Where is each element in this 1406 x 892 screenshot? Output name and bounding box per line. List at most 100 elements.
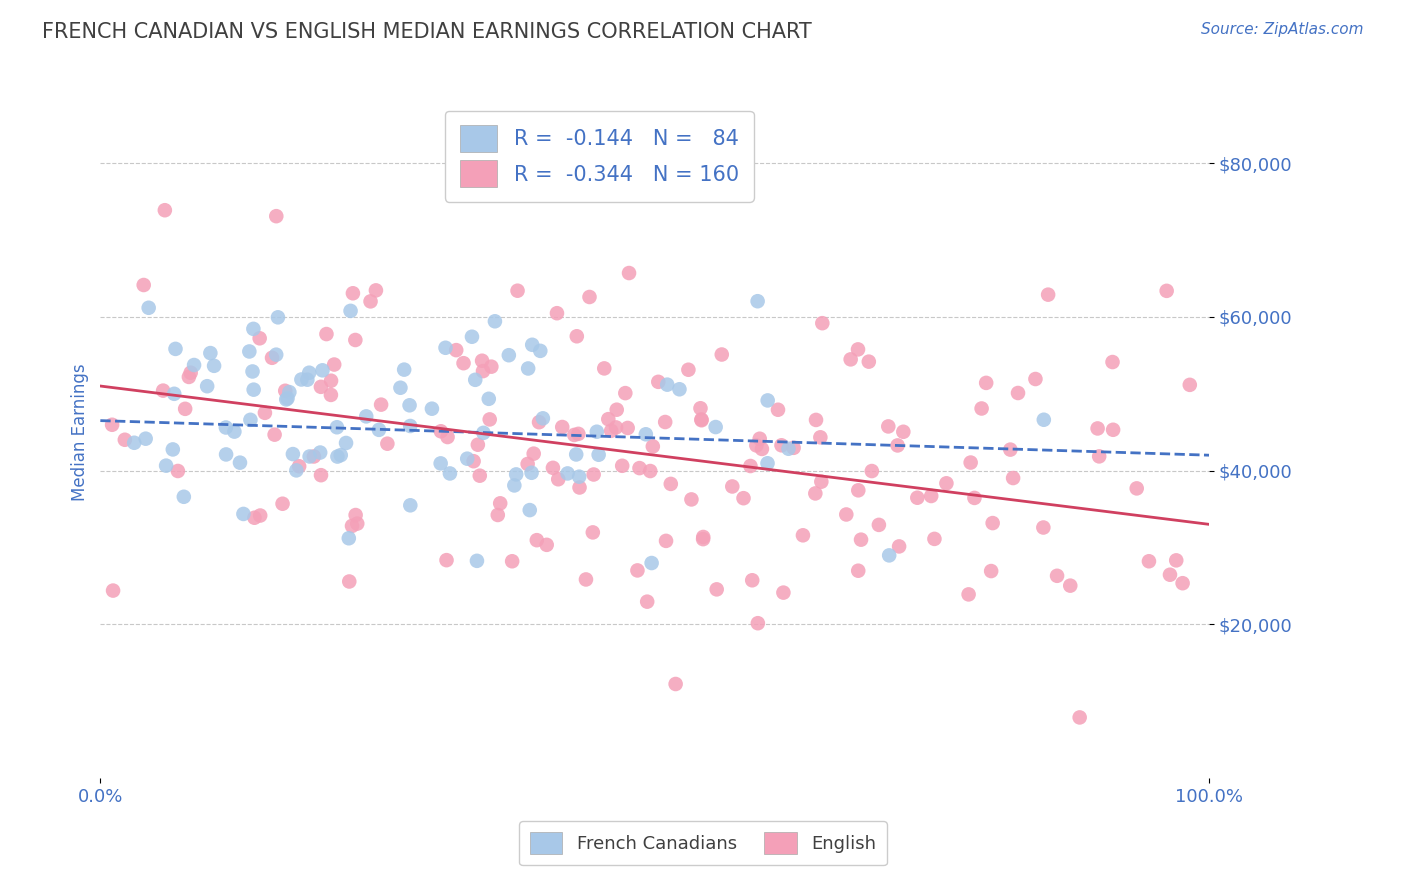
Point bbox=[638, 464, 661, 478]
Point bbox=[319, 388, 342, 402]
Point bbox=[177, 370, 200, 384]
Point bbox=[242, 383, 264, 397]
Point bbox=[657, 377, 679, 392]
Point bbox=[434, 341, 457, 355]
Point bbox=[183, 358, 205, 372]
Point bbox=[547, 472, 569, 486]
Point bbox=[575, 573, 598, 587]
Point bbox=[766, 402, 789, 417]
Legend: R =  -0.144   N =   84, R =  -0.344   N = 160: R = -0.144 N = 84, R = -0.344 N = 160 bbox=[446, 111, 754, 202]
Point bbox=[465, 554, 488, 568]
Point bbox=[891, 425, 914, 439]
Point bbox=[311, 363, 333, 377]
Point bbox=[319, 374, 342, 388]
Point bbox=[1087, 421, 1109, 435]
Point bbox=[461, 330, 484, 344]
Point bbox=[706, 582, 728, 597]
Point bbox=[636, 595, 658, 609]
Point bbox=[101, 417, 124, 432]
Point bbox=[503, 478, 526, 492]
Point bbox=[436, 553, 458, 567]
Point bbox=[617, 266, 640, 280]
Point bbox=[215, 420, 238, 434]
Point bbox=[486, 508, 509, 522]
Point bbox=[138, 301, 160, 315]
Point bbox=[285, 463, 308, 477]
Point bbox=[678, 363, 700, 377]
Point bbox=[132, 278, 155, 293]
Point bbox=[155, 458, 177, 473]
Point bbox=[101, 583, 124, 598]
Point bbox=[756, 393, 779, 408]
Point bbox=[886, 438, 908, 452]
Point bbox=[467, 438, 489, 452]
Point bbox=[264, 348, 287, 362]
Point bbox=[565, 329, 588, 343]
Point bbox=[439, 467, 461, 481]
Point bbox=[444, 343, 467, 358]
Point bbox=[839, 352, 862, 367]
Point bbox=[370, 398, 392, 412]
Point bbox=[1069, 710, 1091, 724]
Point bbox=[782, 441, 804, 455]
Point bbox=[342, 286, 364, 301]
Point bbox=[436, 430, 458, 444]
Point bbox=[326, 450, 349, 464]
Point bbox=[354, 409, 377, 424]
Point bbox=[180, 366, 202, 380]
Point bbox=[1159, 567, 1181, 582]
Point bbox=[468, 468, 491, 483]
Point bbox=[253, 406, 276, 420]
Point bbox=[165, 342, 187, 356]
Point bbox=[557, 467, 579, 481]
Point bbox=[689, 401, 711, 416]
Point bbox=[562, 428, 585, 442]
Point bbox=[429, 456, 451, 470]
Point bbox=[1024, 372, 1046, 386]
Point bbox=[835, 508, 858, 522]
Point bbox=[505, 467, 527, 482]
Point bbox=[846, 343, 869, 357]
Point bbox=[811, 316, 834, 330]
Point bbox=[478, 412, 501, 426]
Point bbox=[122, 435, 145, 450]
Point bbox=[274, 384, 297, 398]
Y-axis label: Median Earnings: Median Earnings bbox=[72, 363, 89, 501]
Point bbox=[741, 574, 763, 588]
Point bbox=[529, 343, 551, 358]
Point bbox=[1032, 413, 1054, 427]
Point bbox=[585, 425, 607, 439]
Point bbox=[756, 456, 779, 470]
Point bbox=[238, 344, 260, 359]
Point bbox=[479, 359, 502, 374]
Point bbox=[582, 525, 605, 540]
Point bbox=[266, 209, 288, 223]
Point bbox=[368, 423, 391, 437]
Point bbox=[135, 432, 157, 446]
Point bbox=[588, 448, 610, 462]
Point bbox=[974, 376, 997, 390]
Point bbox=[740, 458, 762, 473]
Point bbox=[568, 469, 591, 483]
Point bbox=[887, 540, 910, 554]
Point bbox=[277, 392, 299, 406]
Point bbox=[229, 456, 252, 470]
Point bbox=[522, 338, 544, 352]
Text: Source: ZipAtlas.com: Source: ZipAtlas.com bbox=[1201, 22, 1364, 37]
Point bbox=[163, 386, 186, 401]
Point bbox=[478, 392, 501, 406]
Point bbox=[527, 415, 550, 429]
Point bbox=[546, 306, 568, 320]
Point bbox=[162, 442, 184, 457]
Point bbox=[536, 538, 558, 552]
Point bbox=[249, 508, 271, 523]
Point bbox=[114, 433, 136, 447]
Point bbox=[260, 351, 283, 365]
Point bbox=[721, 479, 744, 493]
Point bbox=[578, 290, 600, 304]
Point bbox=[858, 354, 880, 368]
Point bbox=[751, 442, 773, 456]
Point bbox=[877, 419, 900, 434]
Point bbox=[1137, 554, 1160, 568]
Point bbox=[298, 450, 321, 464]
